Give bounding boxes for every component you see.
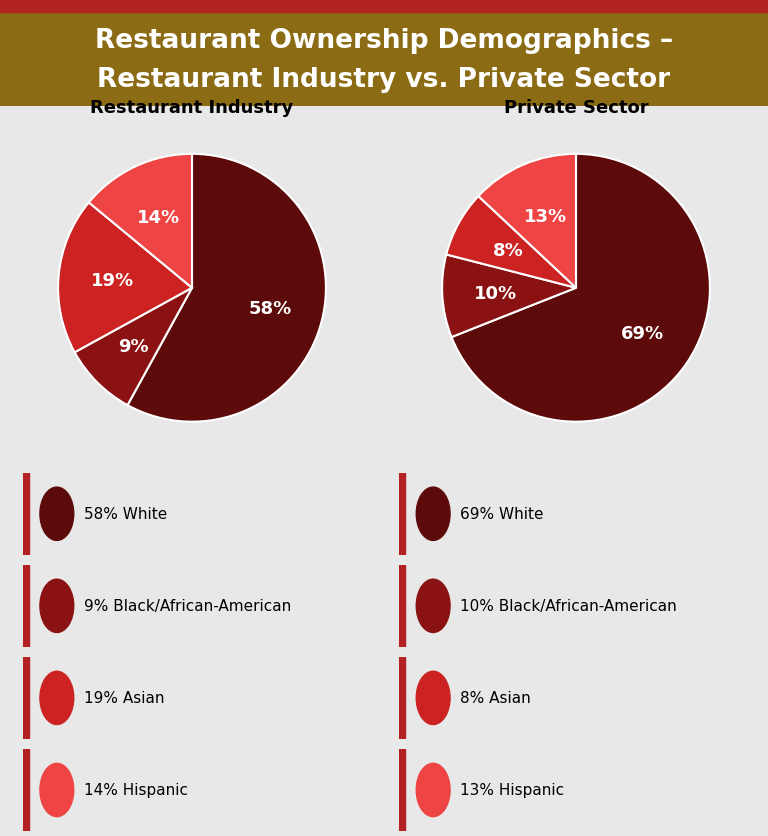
Title: Restaurant Industry: Restaurant Industry xyxy=(91,99,293,117)
Ellipse shape xyxy=(416,671,450,725)
Text: 8%: 8% xyxy=(492,242,523,260)
Ellipse shape xyxy=(416,763,450,817)
Text: 58% White: 58% White xyxy=(84,507,167,522)
Bar xyxy=(23,473,29,555)
Text: Restaurant Industry vs. Private Sector: Restaurant Industry vs. Private Sector xyxy=(98,67,670,94)
Text: 9% Black/African-American: 9% Black/African-American xyxy=(84,599,291,614)
Text: 13% Hispanic: 13% Hispanic xyxy=(460,782,564,798)
Bar xyxy=(23,749,29,831)
Ellipse shape xyxy=(416,487,450,541)
Text: 19% Asian: 19% Asian xyxy=(84,691,164,706)
Bar xyxy=(0,0,768,13)
Text: 19%: 19% xyxy=(91,272,134,290)
Bar xyxy=(399,749,406,831)
Wedge shape xyxy=(58,203,192,353)
Text: 69%: 69% xyxy=(621,324,664,343)
Ellipse shape xyxy=(40,763,74,817)
Text: 9%: 9% xyxy=(118,338,148,356)
Bar xyxy=(399,565,406,647)
Bar xyxy=(399,657,406,739)
Text: 8% Asian: 8% Asian xyxy=(460,691,531,706)
Ellipse shape xyxy=(40,579,74,633)
Wedge shape xyxy=(452,155,710,422)
Text: 58%: 58% xyxy=(248,299,291,318)
Text: 14%: 14% xyxy=(137,209,180,227)
Text: Restaurant Ownership Demographics –: Restaurant Ownership Demographics – xyxy=(95,28,673,54)
Ellipse shape xyxy=(40,487,74,541)
Ellipse shape xyxy=(40,671,74,725)
Bar xyxy=(399,473,406,555)
Bar xyxy=(23,565,29,647)
Bar xyxy=(23,657,29,739)
Wedge shape xyxy=(89,155,192,288)
Wedge shape xyxy=(74,288,192,405)
Text: 10% Black/African-American: 10% Black/African-American xyxy=(460,599,677,614)
Text: 10%: 10% xyxy=(475,284,518,303)
Wedge shape xyxy=(442,255,576,338)
Title: Private Sector: Private Sector xyxy=(504,99,648,117)
Text: 14% Hispanic: 14% Hispanic xyxy=(84,782,188,798)
Wedge shape xyxy=(478,155,576,288)
Ellipse shape xyxy=(416,579,450,633)
Wedge shape xyxy=(446,196,576,288)
Wedge shape xyxy=(127,155,326,422)
Text: 69% White: 69% White xyxy=(460,507,544,522)
Text: 13%: 13% xyxy=(524,208,567,227)
